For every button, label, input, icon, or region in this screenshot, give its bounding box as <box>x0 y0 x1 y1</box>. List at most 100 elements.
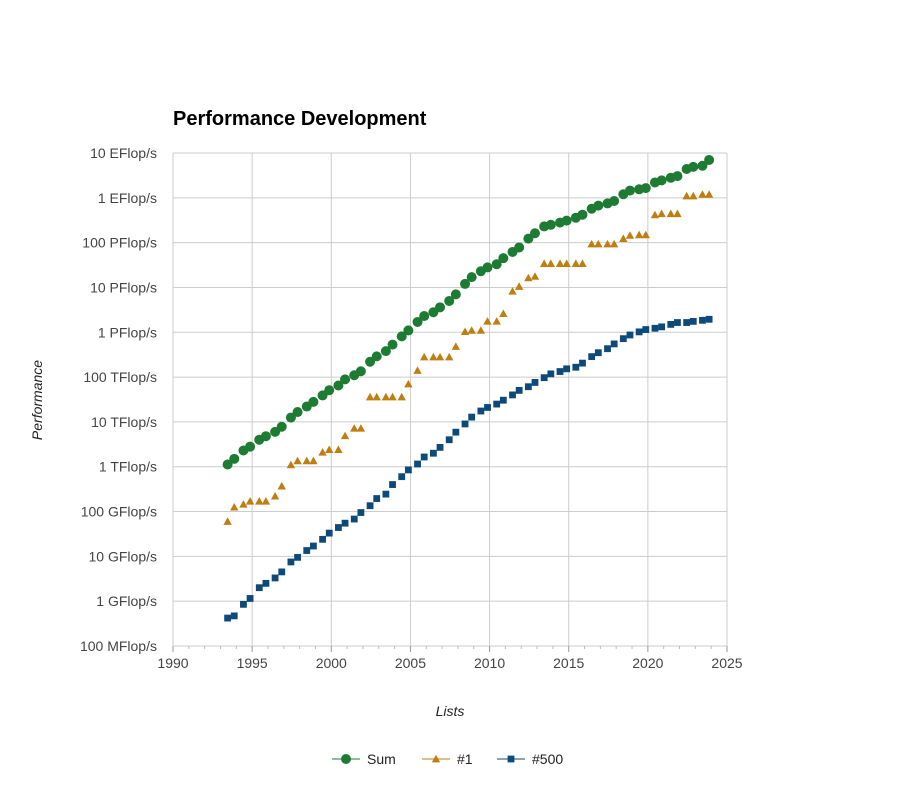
data-point <box>509 391 516 399</box>
data-point <box>357 509 365 516</box>
data-point <box>515 386 523 394</box>
series-sum <box>222 154 715 470</box>
data-point <box>689 191 698 200</box>
data-point <box>276 421 287 432</box>
data-point <box>294 553 301 561</box>
y-axis-ticks: 10 EFlop/s 1 EFlop/s 100 PFlop/s 10 PFlop/s… <box>80 145 157 654</box>
legend-item[interactable]: Sum <box>332 751 396 767</box>
data-point <box>656 175 667 186</box>
data-point <box>650 210 660 219</box>
data-point <box>683 319 691 326</box>
legend-marker <box>507 755 515 763</box>
data-point <box>403 325 414 336</box>
data-point <box>682 191 691 200</box>
data-point <box>451 342 461 350</box>
data-point <box>260 431 271 442</box>
data-point <box>467 326 476 334</box>
data-point <box>619 234 628 242</box>
grid <box>172 152 728 652</box>
data-point <box>477 407 485 415</box>
data-point <box>365 392 375 401</box>
data-point <box>413 366 422 374</box>
data-point <box>698 190 707 198</box>
data-point <box>224 614 232 622</box>
data-point <box>435 352 445 361</box>
data-point <box>445 352 454 361</box>
data-point <box>594 239 603 248</box>
data-point <box>546 259 556 267</box>
data-point <box>246 595 254 602</box>
data-point <box>483 317 492 325</box>
data-point <box>466 272 477 283</box>
data-point <box>482 262 493 273</box>
data-point <box>460 327 470 336</box>
data-point <box>704 154 715 165</box>
legend-item[interactable]: #1 <box>422 751 473 767</box>
data-point <box>640 183 651 194</box>
data-point <box>255 584 263 592</box>
x-tick-label: 2025 <box>711 655 742 671</box>
legend: Sum #1 #500 <box>332 751 563 767</box>
data-point <box>579 359 586 367</box>
data-point <box>429 352 438 361</box>
data-point <box>626 331 634 339</box>
legend-item[interactable]: #500 <box>497 751 563 767</box>
data-point <box>318 448 327 456</box>
data-point <box>435 302 446 313</box>
legend-marker <box>341 754 351 764</box>
legend-marker <box>431 754 441 763</box>
x-tick-label: 2005 <box>395 655 426 671</box>
data-point <box>255 497 264 505</box>
data-point <box>561 215 572 226</box>
data-point <box>499 396 507 404</box>
x-axis-label: Lists <box>436 703 465 719</box>
data-point <box>651 324 659 332</box>
data-point <box>292 407 303 418</box>
data-point <box>604 345 611 353</box>
data-point <box>508 287 517 295</box>
data-point <box>372 392 381 401</box>
data-point <box>271 574 279 582</box>
data-point <box>444 295 455 306</box>
data-point <box>641 230 650 239</box>
y-tick-label: 100 PFlop/s <box>82 235 157 251</box>
data-point <box>277 481 286 490</box>
data-point <box>493 400 501 408</box>
data-point <box>387 339 398 350</box>
data-point <box>429 449 437 457</box>
data-point <box>523 233 534 244</box>
data-point <box>514 282 524 290</box>
data-point <box>350 515 358 523</box>
data-point <box>396 331 407 342</box>
data-point <box>287 558 295 566</box>
data-point <box>635 328 643 336</box>
data-point <box>593 200 604 211</box>
data-point <box>355 366 366 377</box>
x-tick-label: 2015 <box>553 655 584 671</box>
data-point <box>419 352 429 361</box>
y-tick-label: 1 PFlop/s <box>98 324 157 340</box>
data-point <box>524 273 533 282</box>
data-point <box>492 317 501 325</box>
data-point <box>309 542 317 550</box>
y-tick-label: 100 TFlop/s <box>83 369 157 385</box>
data-point <box>341 519 349 527</box>
data-point <box>594 349 602 357</box>
y-tick-label: 10 PFlop/s <box>90 279 157 295</box>
data-point <box>382 490 390 498</box>
data-point <box>262 579 270 587</box>
data-point <box>309 456 318 465</box>
y-axis-label: Performance <box>29 360 45 440</box>
data-point <box>356 424 366 432</box>
data-point <box>371 351 382 362</box>
data-point <box>335 524 342 531</box>
data-point <box>420 453 428 461</box>
data-point <box>452 428 460 436</box>
data-point <box>539 259 549 267</box>
data-point <box>388 392 397 401</box>
data-point <box>667 320 675 328</box>
data-point <box>524 383 532 391</box>
data-point <box>562 259 571 267</box>
data-point <box>389 481 396 488</box>
data-point <box>286 460 296 469</box>
